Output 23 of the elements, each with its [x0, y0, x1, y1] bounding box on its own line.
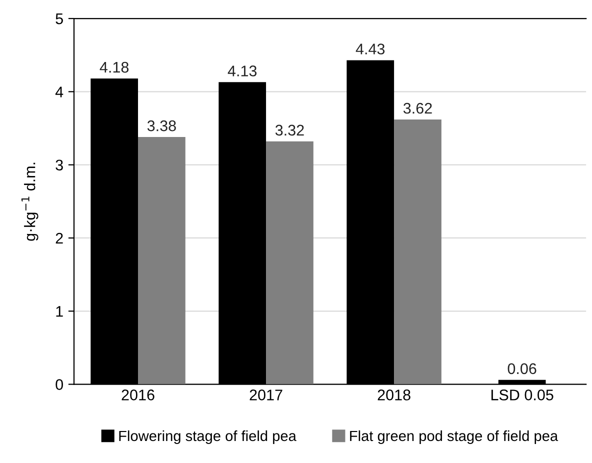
bar — [266, 141, 314, 384]
y-tick-label: 1 — [56, 306, 63, 317]
data-label: 3.38 — [147, 120, 176, 132]
data-label: 0.06 — [508, 363, 536, 374]
y-tick-label: 2 — [56, 232, 63, 244]
x-tick-label: 2017 — [250, 390, 282, 400]
y-tick-label: 4 — [55, 86, 64, 98]
x-tick-label: 2016 — [122, 390, 154, 400]
bar — [394, 119, 442, 384]
y-tick-label: 5 — [56, 14, 63, 24]
x-tick-label: LSD 0.05 — [491, 390, 554, 400]
legend-label: Flat green pod stage of field pea — [350, 430, 558, 444]
y-axis-title: g·kg$^{−1}$ d.m. — [21, 162, 38, 241]
y-tick-label: 0 — [56, 379, 63, 390]
data-label: 4.18 — [100, 62, 129, 73]
legend-label: Flowering stage of field pea — [119, 430, 296, 444]
bar — [138, 137, 186, 384]
x-tick-label: 2018 — [378, 390, 410, 400]
data-label: 3.32 — [275, 124, 304, 136]
data-label: 4.43 — [356, 44, 385, 54]
y-tick-label: 3 — [56, 160, 63, 171]
data-label: 3.62 — [403, 102, 432, 114]
data-label: 4.13 — [228, 66, 257, 76]
